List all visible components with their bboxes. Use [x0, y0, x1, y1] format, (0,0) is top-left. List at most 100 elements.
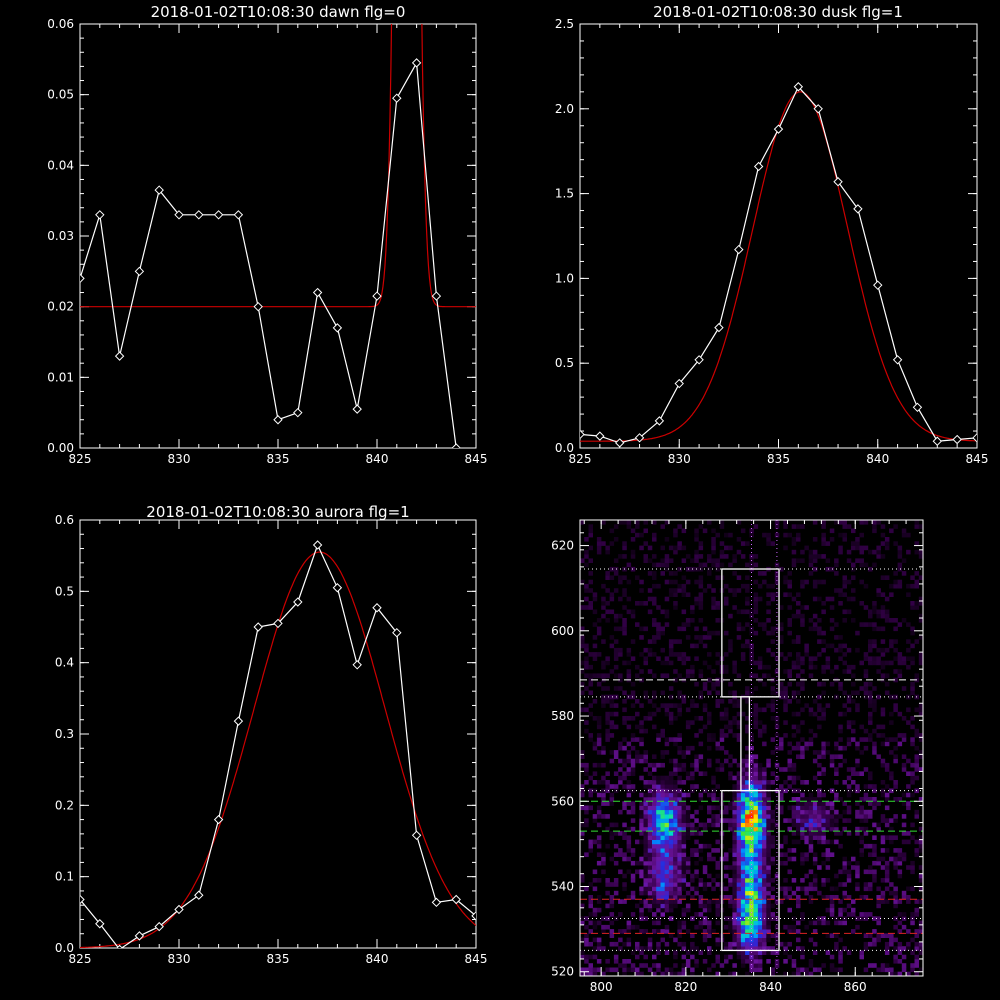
- heatmap-pixel: [677, 899, 682, 904]
- heatmap-pixel: [681, 946, 687, 951]
- heatmap-pixel: [707, 809, 712, 815]
- heatmap-pixel: [584, 728, 589, 734]
- heatmap-pixel: [855, 545, 860, 551]
- heatmap-pixel: [584, 647, 589, 653]
- heatmap-pixel: [656, 605, 661, 610]
- heatmap-pixel: [736, 886, 742, 892]
- heatmap-pixel: [745, 767, 750, 772]
- heatmap-pixel: [613, 852, 619, 857]
- heatmap-pixel: [774, 937, 780, 943]
- heatmap-pixel: [880, 899, 886, 904]
- heatmap-pixel: [677, 839, 682, 845]
- heatmap-pixel: [664, 941, 670, 947]
- heatmap-pixel: [800, 745, 805, 751]
- heatmap-pixel: [618, 780, 623, 785]
- heatmap-pixel: [736, 950, 742, 955]
- heatmap-pixel: [753, 814, 759, 819]
- heatmap-pixel: [762, 626, 767, 632]
- heatmap-pixel: [804, 967, 809, 973]
- heatmap-pixel: [762, 899, 767, 904]
- heatmap-pixel: [613, 558, 619, 563]
- heatmap-pixel: [859, 545, 864, 551]
- heatmap-pixel: [613, 711, 619, 717]
- heatmap-pixel: [868, 609, 873, 615]
- heatmap-pixel: [808, 843, 814, 849]
- heatmap-pixel: [677, 895, 682, 900]
- heatmap-pixel: [698, 754, 704, 759]
- heatmap-pixel: [804, 579, 809, 585]
- heatmap-pixel: [601, 686, 606, 691]
- heatmap-pixel: [673, 839, 678, 845]
- heatmap-pixel: [668, 971, 674, 976]
- heatmap-pixel: [681, 528, 687, 534]
- heatmap-pixel: [715, 652, 720, 657]
- heatmap-pixel: [800, 831, 805, 836]
- heatmap-pixel: [702, 882, 708, 887]
- heatmap-pixel: [804, 605, 809, 610]
- heatmap-pixel: [605, 733, 610, 738]
- heatmap-pixel: [719, 524, 725, 529]
- heatmap-pixel: [639, 869, 644, 875]
- heatmap-pixel: [800, 792, 805, 798]
- heatmap-pixel: [783, 699, 788, 704]
- heatmap-pixel: [796, 524, 801, 529]
- heatmap-pixel: [660, 703, 665, 708]
- heatmap-pixel: [910, 860, 915, 866]
- heatmap-pixel: [618, 686, 623, 691]
- heatmap-pixel: [766, 805, 771, 811]
- heatmap-pixel: [893, 818, 898, 823]
- dusk-xtick-label: 845: [966, 452, 989, 466]
- heatmap-pixel: [719, 711, 725, 717]
- heatmap-pixel: [851, 929, 856, 934]
- heatmap-pixel: [753, 873, 759, 879]
- heatmap-pixel: [715, 558, 720, 563]
- heatmap-pixel: [677, 788, 682, 794]
- heatmap-pixel: [804, 873, 809, 879]
- heatmap-pixel: [901, 801, 907, 806]
- heatmap-pixel: [668, 592, 674, 597]
- heatmap-pixel: [596, 724, 602, 730]
- dawn-data-point: [312, 287, 323, 298]
- heatmap-pixel: [880, 647, 886, 653]
- heatmap-pixel: [749, 967, 754, 973]
- heatmap-pixel: [884, 660, 890, 666]
- heatmap-pixel: [702, 703, 708, 708]
- heatmap-pixel: [740, 826, 746, 832]
- heatmap-pixel: [702, 959, 708, 964]
- heatmap-pixel: [872, 941, 877, 947]
- heatmap-pixel: [647, 588, 653, 593]
- heatmap-pixel: [880, 575, 886, 580]
- heatmap-pixel: [770, 971, 776, 976]
- heatmap-pixel: [796, 656, 801, 661]
- heatmap-pixel: [901, 946, 907, 951]
- heatmap-pixel: [715, 797, 720, 802]
- heatmap-pixel: [652, 583, 657, 589]
- heatmap-pixel: [652, 532, 657, 538]
- heatmap-pixel: [702, 933, 708, 938]
- heatmap-pixel: [732, 716, 737, 721]
- heatmap-pixel: [652, 839, 657, 845]
- heatmap-ytick-label: 580: [551, 709, 574, 723]
- heatmap-pixel: [647, 937, 653, 943]
- heatmap-pixel: [783, 780, 788, 785]
- heatmap-pixel: [804, 809, 809, 815]
- heatmap-pixel: [783, 703, 788, 708]
- heatmap-pixel: [855, 784, 860, 789]
- heatmap-pixel: [618, 596, 623, 602]
- heatmap-pixel: [749, 826, 754, 832]
- heatmap-pixel: [609, 895, 615, 900]
- heatmap-pixel: [842, 520, 847, 525]
- heatmap-pixel: [639, 963, 644, 968]
- heatmap-pixel: [821, 750, 826, 755]
- heatmap-pixel: [732, 895, 737, 900]
- heatmap-pixel: [694, 549, 699, 555]
- heatmap-pixel: [745, 818, 750, 823]
- heatmap-pixel: [753, 890, 759, 896]
- heatmap-pixel: [762, 912, 767, 917]
- heatmap-pixel: [880, 711, 886, 717]
- heatmap-pixel: [918, 865, 923, 870]
- heatmap-pixel: [732, 873, 737, 879]
- heatmap-pixel: [766, 865, 771, 870]
- heatmap-pixel: [804, 780, 809, 785]
- heatmap-pixel: [880, 613, 886, 619]
